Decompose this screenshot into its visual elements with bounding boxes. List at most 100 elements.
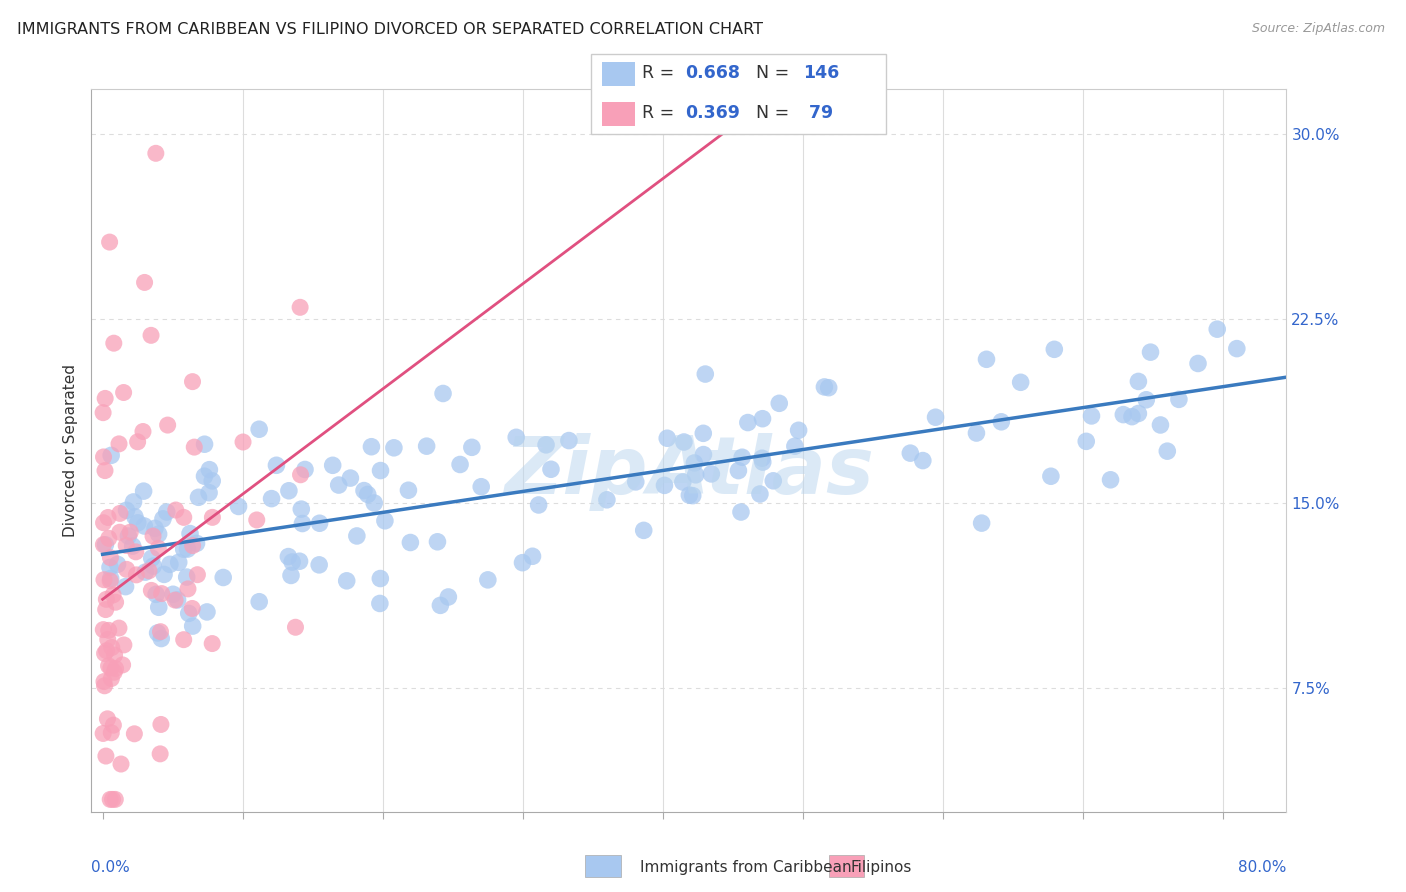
Point xyxy=(111,657,134,672)
Point xyxy=(1226,342,1249,356)
Point xyxy=(100,640,122,655)
Point xyxy=(415,439,437,453)
Point xyxy=(93,516,115,530)
FancyBboxPatch shape xyxy=(828,855,865,878)
Point xyxy=(121,539,143,553)
Point xyxy=(657,431,679,445)
Point xyxy=(727,464,749,478)
Text: Filipinos: Filipinos xyxy=(851,860,912,874)
Point xyxy=(98,792,121,806)
Point xyxy=(156,418,179,433)
Point xyxy=(120,525,142,540)
Point xyxy=(449,458,471,472)
Point xyxy=(540,462,562,476)
Point xyxy=(477,573,499,587)
Point xyxy=(108,437,131,451)
Text: 0.668: 0.668 xyxy=(685,64,740,82)
Point xyxy=(1128,407,1150,421)
FancyBboxPatch shape xyxy=(602,102,636,126)
Point xyxy=(149,624,172,639)
Point xyxy=(368,572,391,586)
Text: R =: R = xyxy=(643,64,681,82)
Point xyxy=(114,580,136,594)
Point xyxy=(212,570,235,584)
Point xyxy=(672,435,695,450)
Point xyxy=(277,483,299,498)
Point xyxy=(110,757,132,772)
Text: 79: 79 xyxy=(803,104,834,122)
Point xyxy=(93,573,115,587)
Point xyxy=(1099,473,1122,487)
Point xyxy=(181,619,204,633)
Point xyxy=(97,624,120,638)
Text: Source: ZipAtlas.com: Source: ZipAtlas.com xyxy=(1251,22,1385,36)
Point xyxy=(141,551,163,566)
Point xyxy=(228,500,250,514)
Point xyxy=(1039,469,1062,483)
Point xyxy=(281,555,304,569)
Point xyxy=(139,328,162,343)
Point xyxy=(103,336,125,351)
Point xyxy=(399,535,422,549)
Point xyxy=(173,632,195,647)
Point xyxy=(558,434,581,448)
Point xyxy=(159,558,181,572)
Point xyxy=(700,467,723,481)
Point xyxy=(294,462,316,476)
Point xyxy=(288,554,311,568)
Point xyxy=(104,661,127,675)
Text: 80.0%: 80.0% xyxy=(1239,860,1286,874)
Point xyxy=(93,674,115,689)
Point xyxy=(152,512,174,526)
Point xyxy=(198,463,221,477)
Point xyxy=(382,441,405,455)
Point xyxy=(96,592,118,607)
Point xyxy=(288,301,311,315)
Point xyxy=(198,485,221,500)
Point xyxy=(308,516,330,531)
Point xyxy=(280,568,302,582)
Point xyxy=(357,487,380,501)
Point xyxy=(654,478,676,492)
Point xyxy=(94,749,117,764)
Point xyxy=(145,146,167,161)
Point xyxy=(768,396,790,410)
Point xyxy=(187,491,209,505)
Point xyxy=(91,623,114,637)
Point xyxy=(246,513,269,527)
Point xyxy=(277,549,299,564)
Text: ZipAtlas: ZipAtlas xyxy=(503,434,875,511)
Point xyxy=(751,411,773,425)
Point xyxy=(752,455,775,469)
Point xyxy=(100,672,122,686)
Text: IMMIGRANTS FROM CARIBBEAN VS FILIPINO DIVORCED OR SEPARATED CORRELATION CHART: IMMIGRANTS FROM CARIBBEAN VS FILIPINO DI… xyxy=(17,22,763,37)
Point xyxy=(149,747,172,761)
Point xyxy=(93,538,115,552)
Point xyxy=(104,792,127,806)
Point xyxy=(181,601,204,615)
Point xyxy=(522,549,544,564)
Point xyxy=(1010,376,1032,390)
Point xyxy=(534,438,557,452)
Text: Immigrants from Caribbean: Immigrants from Caribbean xyxy=(640,860,852,874)
Point xyxy=(363,496,385,510)
Point xyxy=(1206,322,1229,336)
Point xyxy=(682,489,704,503)
FancyBboxPatch shape xyxy=(591,54,886,134)
Point xyxy=(97,632,120,647)
Point xyxy=(730,505,752,519)
Point xyxy=(134,565,156,579)
Point xyxy=(683,456,706,470)
Point xyxy=(911,453,934,467)
Point xyxy=(98,235,121,249)
Point xyxy=(177,582,200,596)
Point xyxy=(143,521,166,535)
Point xyxy=(322,458,344,473)
Point xyxy=(201,510,224,524)
Point xyxy=(100,725,122,739)
Point xyxy=(1149,417,1171,432)
Point xyxy=(346,529,368,543)
Point xyxy=(1128,375,1150,389)
Point xyxy=(96,712,118,726)
Point xyxy=(177,607,200,621)
